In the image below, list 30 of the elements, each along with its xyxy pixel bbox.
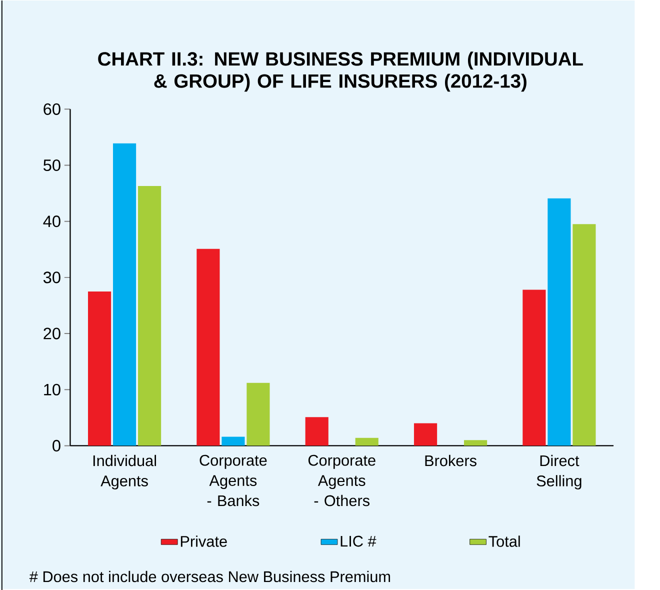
x-tick-label: Brokers (425, 454, 476, 466)
legend-label: Total (488, 535, 520, 547)
bar (522, 290, 546, 446)
x-tick-label: Corporate Agents - Banks (200, 454, 267, 506)
legend-label: LIC # (340, 536, 376, 546)
y-tick-label: 30 (43, 271, 60, 284)
x-tick-label: Direct Selling (536, 454, 582, 490)
bar (355, 438, 378, 446)
bar (112, 143, 136, 446)
bar (88, 291, 112, 446)
bar (246, 382, 270, 446)
y-tick-label: 20 (44, 328, 60, 340)
y-tick-label: 50 (43, 159, 60, 171)
y-tick-label: 10 (44, 384, 60, 396)
text: # Does not include overseas New Business Premium (29, 570, 390, 582)
chart-title: CHART II.3: NEW BUSINESS PREMIUM (INDIVIDUAL & GROUP) OF LIFE INSURERS (2012-13) (98, 51, 583, 92)
bar (414, 423, 438, 446)
bar (138, 186, 162, 446)
x-tick-label: Corporate Agents - Others (308, 454, 376, 506)
bar (464, 440, 488, 446)
bar (196, 248, 220, 446)
x-tick-label: Individual Agents (93, 454, 156, 490)
y-tick-label: 60 (44, 103, 60, 115)
legend-label: Private (180, 535, 227, 547)
bar (572, 224, 596, 446)
bar (222, 436, 245, 446)
bar (548, 198, 571, 446)
bar (305, 416, 328, 446)
y-tick-label: 0 (52, 440, 60, 452)
y-tick-label: 40 (43, 215, 60, 227)
